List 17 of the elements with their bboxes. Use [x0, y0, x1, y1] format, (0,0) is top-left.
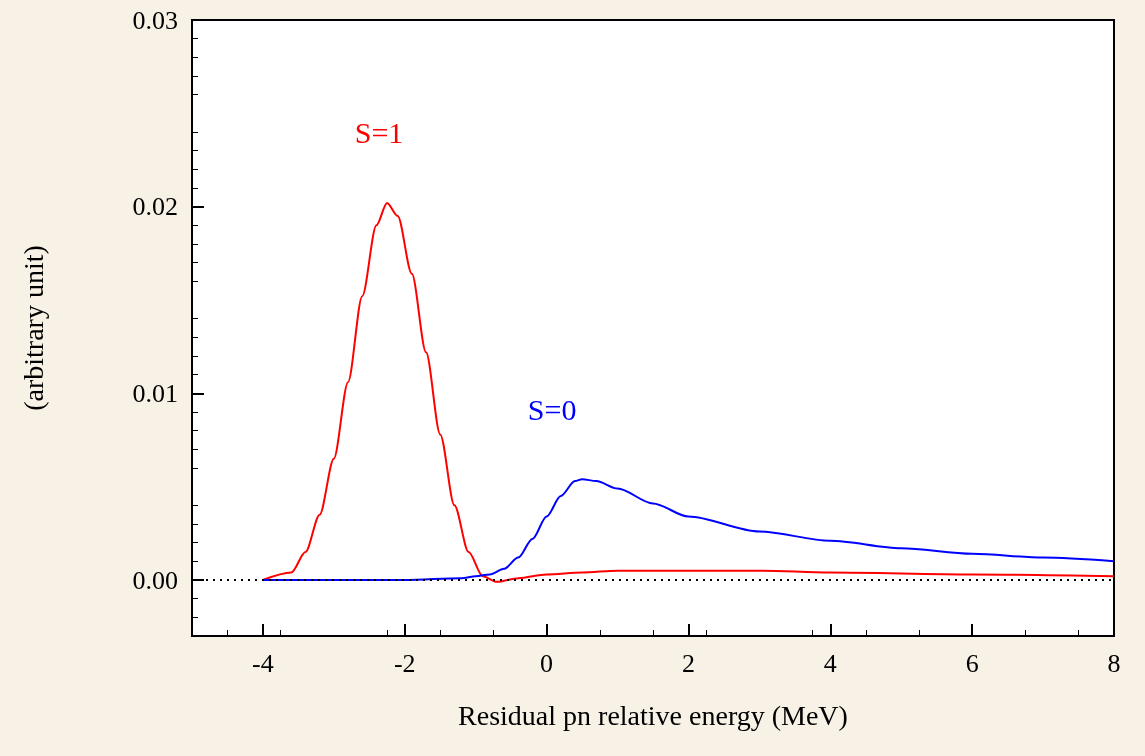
- y-tick-label: 0.02: [132, 192, 178, 222]
- x-axis-title: Residual pn relative energy (MeV): [458, 699, 848, 731]
- x-tick-label: -4: [252, 648, 274, 678]
- x-tick-label: 0: [540, 648, 554, 678]
- y-tick-label: 0.01: [132, 378, 178, 408]
- x-tick-label: 6: [965, 648, 979, 678]
- y-tick-label: 0.03: [132, 5, 178, 35]
- x-tick-label: 4: [823, 648, 837, 678]
- y-tick-label: 0.00: [132, 565, 178, 595]
- x-tick-label: -2: [393, 648, 416, 678]
- line-series: [261, 478, 1115, 581]
- series-label: S=0: [527, 392, 577, 426]
- y-axis-title: (arbitrary unit): [17, 245, 49, 411]
- line-series: [261, 201, 1115, 583]
- x-tick-label: 2: [681, 648, 695, 678]
- series-label: S=1: [354, 116, 404, 150]
- x-tick-label: 8: [1107, 648, 1121, 678]
